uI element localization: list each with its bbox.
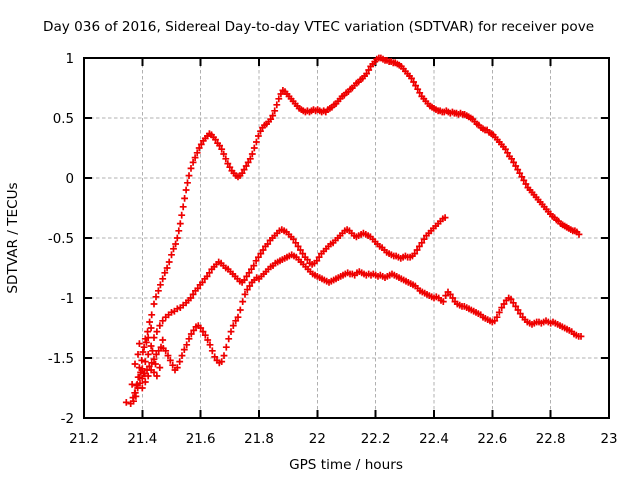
x-tick-label: 21.4 [127, 432, 157, 447]
series-upper-arc-trace-markers [130, 54, 583, 405]
x-tick-label: 21.8 [244, 432, 274, 447]
y-tick-label: 0.5 [53, 112, 74, 127]
y-tick-label: 1 [65, 52, 74, 67]
y-tick-label: -1 [61, 292, 74, 307]
y-tick-label: -0.5 [48, 232, 74, 247]
x-tick-label: 22 [309, 432, 326, 447]
x-tick-label: 22.4 [419, 432, 449, 447]
y-tick-label: -2 [61, 412, 74, 427]
series-start-cluster-scatter-markers [122, 324, 167, 406]
data-points [122, 54, 585, 407]
x-tick-label: 22.6 [477, 432, 507, 447]
y-tick-label: 0 [65, 172, 74, 187]
x-axis-label: GPS time / hours [289, 457, 403, 473]
y-tick-label: -1.5 [48, 352, 74, 367]
x-tick-label: 23 [600, 432, 617, 447]
y-axis-label: SDTVAR / TECUs [5, 182, 21, 293]
x-tick-label: 22.2 [361, 432, 391, 447]
grid-lines [84, 58, 609, 418]
chart-title: Day 036 of 2016, Sidereal Day-to-day VTE… [43, 19, 594, 35]
tick-labels: 21.2 21.4 21.6 21.8 22 22.2 22.4 22.6 22.8 23 -2 -1… [48, 52, 618, 447]
x-tick-label: 21.6 [186, 432, 216, 447]
x-tick-label: 22.8 [536, 432, 566, 447]
x-tick-label: 21.2 [69, 432, 99, 447]
series-middle-trace-markers [133, 214, 449, 389]
series-lower-trace-markers [127, 251, 585, 407]
